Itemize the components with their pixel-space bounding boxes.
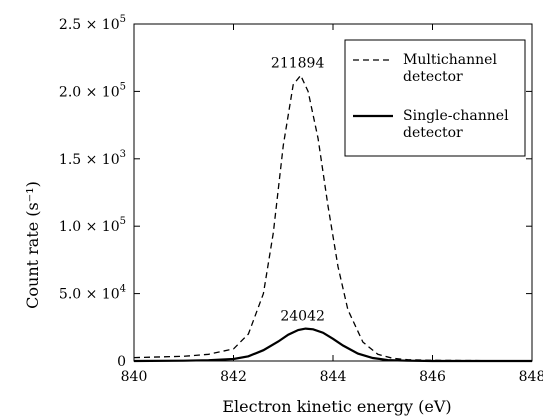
- y-tick-mantissa: 2.5 × 10: [59, 17, 120, 33]
- x-tick-label: 844: [320, 369, 347, 385]
- y-tick-exponent: 5: [120, 14, 126, 25]
- y-tick-label: 2.5 × 105: [59, 14, 126, 33]
- y-axis-label: Count rate (s⁻¹): [23, 181, 42, 309]
- y-tick-label: 5.0 × 104: [59, 284, 126, 303]
- y-tick-exponent: 3: [120, 149, 126, 160]
- y-tick-exponent: 5: [120, 216, 126, 227]
- legend-label: Multichannel: [403, 52, 497, 68]
- legend-label: detector: [403, 125, 463, 141]
- y-tick-exponent: 5: [120, 81, 126, 92]
- y-tick-label: 1.0 × 105: [59, 216, 126, 235]
- legend-label: Single-channel: [403, 108, 509, 124]
- x-axis-label: Electron kinetic energy (eV): [222, 397, 451, 416]
- y-tick-label: 0: [117, 354, 126, 370]
- y-tick-label: 2.0 × 105: [59, 81, 126, 100]
- y-tick-mantissa: 1.5 × 10: [59, 152, 120, 168]
- peak-value-label: 211894: [271, 55, 325, 71]
- series-line-multichannel: [133, 74, 532, 362]
- y-tick-exponent: 4: [120, 284, 126, 295]
- peak-value-label: 24042: [280, 309, 325, 325]
- legend-box: [344, 39, 526, 157]
- legend-label: detector: [403, 69, 463, 85]
- y-tick-mantissa: 5.0 × 10: [59, 287, 120, 303]
- y-tick-mantissa: 1.0 × 10: [59, 219, 120, 235]
- x-tick-label: 846: [419, 369, 446, 385]
- y-tick-label: 1.5 × 103: [59, 149, 126, 168]
- series-layer: [133, 74, 532, 363]
- x-tick-label: 848: [519, 369, 543, 385]
- x-tick-label: 842: [220, 369, 247, 385]
- y-tick-mantissa: 0: [117, 354, 126, 370]
- legend: MultichanneldetectorSingle-channeldetect…: [344, 39, 526, 157]
- x-tick-label: 840: [121, 369, 148, 385]
- y-tick-mantissa: 2.0 × 10: [59, 84, 120, 100]
- series-line-single-channel: [133, 327, 532, 363]
- labels-layer: 211894 24042: [271, 55, 325, 324]
